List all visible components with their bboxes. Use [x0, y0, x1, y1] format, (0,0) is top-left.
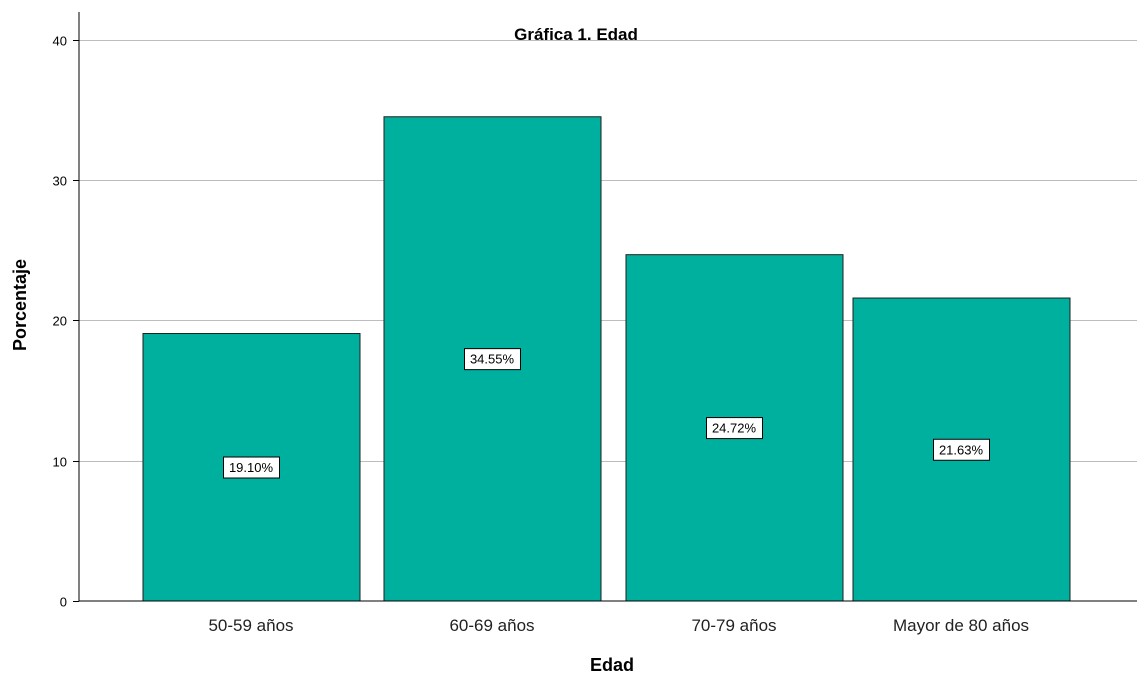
y-ticks: 0 10 20 30 40 [53, 34, 79, 610]
data-labels: 19.10% 34.55% 24.72% 21.63% [223, 348, 990, 479]
y-tick-label-20: 20 [53, 314, 67, 329]
y-axis-title: Porcentaje [10, 259, 30, 351]
data-label-box-3 [706, 417, 763, 440]
data-label-box-4 [933, 438, 990, 461]
chart-title: Gráfica 1. Edad [514, 25, 638, 44]
data-label-box-1 [223, 456, 280, 479]
data-label-4: 21.63% [939, 442, 984, 457]
data-label-1: 19.10% [229, 460, 274, 475]
data-label-2: 34.55% [470, 352, 515, 367]
data-label-3: 24.72% [712, 421, 757, 436]
y-tick-label-40: 40 [53, 34, 67, 49]
x-axis-title: Edad [590, 655, 634, 675]
y-tick-label-0: 0 [60, 595, 67, 610]
y-tick-label-30: 30 [53, 174, 67, 189]
x-category-labels: 50-59 años 60-69 años 70-79 años Mayor de 8… [208, 616, 1029, 635]
x-category-label-4: Mayor de 80 años [893, 616, 1029, 635]
x-category-label-1: 50-59 años [208, 616, 293, 635]
axes [78, 12, 1137, 602]
x-category-label-3: 70-79 años [691, 616, 776, 635]
y-tick-label-10: 10 [53, 455, 67, 470]
x-category-label-2: 60-69 años [449, 616, 534, 635]
bars [142, 116, 1071, 602]
data-label-box-2 [464, 348, 521, 371]
